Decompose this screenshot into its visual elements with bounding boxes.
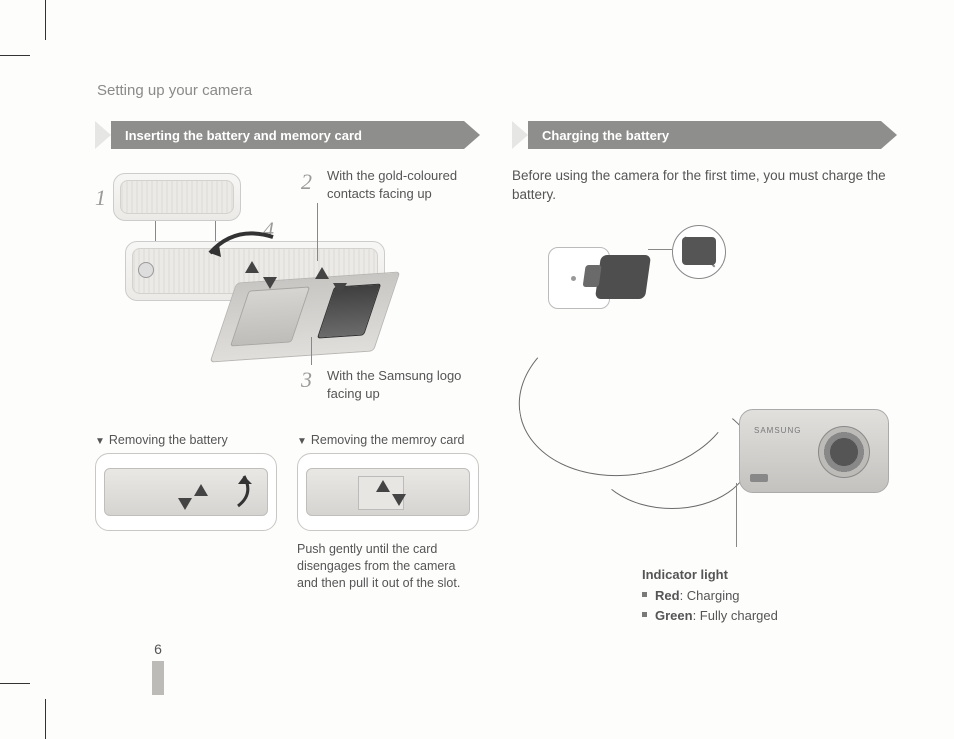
section-banner-insert: Inserting the battery and memory card xyxy=(95,121,480,149)
usb-port-icon xyxy=(750,474,768,482)
wall-adapter-icon xyxy=(595,255,651,299)
banner-arrow-icon xyxy=(881,121,897,149)
arrow-down-icon xyxy=(392,494,406,506)
arrow-up-icon xyxy=(315,267,329,279)
remove-card-label: Removing the memroy card xyxy=(311,433,465,447)
lead-line xyxy=(648,249,672,250)
indicator-title: Indicator light xyxy=(642,565,897,585)
arrow-down-icon xyxy=(263,277,277,289)
crop-mark xyxy=(0,683,30,684)
charging-intro: Before using the camera for the first ti… xyxy=(512,167,897,205)
indicator-row-green: Green: Fully charged xyxy=(642,606,897,626)
alt-plug-icon xyxy=(682,237,716,265)
indicator-green-label: Green xyxy=(655,608,693,623)
banner-tail-icon xyxy=(95,121,111,149)
indicator-row-red: Red: Charging xyxy=(642,586,897,606)
tripod-mount-icon xyxy=(138,262,154,278)
charging-figure: SAMSUNG xyxy=(512,219,897,519)
camera-lens-icon xyxy=(818,426,870,478)
insert-figure: 1 2 4 3 With the gold-coloured contacts … xyxy=(95,167,480,427)
banner-label: Charging the battery xyxy=(528,121,881,149)
remove-battery-block: ▼ Removing the battery xyxy=(95,433,277,592)
camera-brand: SAMSUNG xyxy=(754,426,801,435)
step-number-3: 3 xyxy=(301,367,312,393)
crop-mark xyxy=(45,699,46,739)
remove-battery-label: Removing the battery xyxy=(109,433,228,447)
left-column: Inserting the battery and memory card 1 … xyxy=(95,121,480,625)
indicator-red-text: : Charging xyxy=(680,588,740,603)
battery-door xyxy=(210,272,401,363)
indicator-red-label: Red xyxy=(655,588,680,603)
arrow-down-icon xyxy=(178,498,192,510)
eject-curve-icon xyxy=(234,472,262,512)
step2-callout: With the gold-coloured contacts facing u… xyxy=(327,167,467,202)
banner-arrow-icon xyxy=(464,121,480,149)
remove-card-block: ▼ Removing the memroy card Push gently un… xyxy=(297,433,479,592)
camera-front-icon: SAMSUNG xyxy=(739,409,889,493)
arrow-up-icon xyxy=(194,484,208,496)
manual-page: Setting up your camera Inserting the bat… xyxy=(95,82,915,625)
indicator-red: Red: Charging xyxy=(655,586,740,606)
right-column: Charging the battery Before using the ca… xyxy=(512,121,897,625)
lead-line xyxy=(736,483,737,547)
step-number-2: 2 xyxy=(301,169,312,195)
remove-battery-figure xyxy=(95,453,277,531)
lead-line xyxy=(155,221,156,241)
banner-tail-icon xyxy=(512,121,528,149)
usb-cable-icon xyxy=(592,399,752,509)
two-column-layout: Inserting the battery and memory card 1 … xyxy=(95,121,915,625)
lead-line xyxy=(317,203,318,261)
page-number: 6 xyxy=(148,641,168,657)
crop-mark xyxy=(0,55,30,56)
remove-card-caption: Push gently until the card disengages fr… xyxy=(297,541,479,592)
triangle-down-icon: ▼ xyxy=(297,436,307,447)
illus-detail xyxy=(120,180,234,214)
indicator-green-text: : Fully charged xyxy=(693,608,778,623)
remove-card-figure xyxy=(297,453,479,531)
banner-label: Inserting the battery and memory card xyxy=(111,121,464,149)
chapter-title: Setting up your camera xyxy=(97,82,915,99)
remove-card-title: ▼ Removing the memroy card xyxy=(297,433,479,447)
bullet-icon xyxy=(642,592,647,597)
step3-callout: With the Samsung logo facing up xyxy=(327,367,477,402)
outlet-hole xyxy=(571,276,576,281)
arrow-down-icon xyxy=(333,283,347,295)
indicator-green: Green: Fully charged xyxy=(655,606,778,626)
lead-line xyxy=(311,337,312,365)
arrow-up-icon xyxy=(376,480,390,492)
camera-bottom-small xyxy=(113,173,241,221)
page-number-tab: 6 xyxy=(148,641,168,695)
indicator-light-block: Indicator light Red: Charging Green: Ful… xyxy=(642,565,897,626)
triangle-down-icon: ▼ xyxy=(95,436,105,447)
bullet-icon xyxy=(642,612,647,617)
sd-card-icon xyxy=(317,284,382,339)
remove-battery-title: ▼ Removing the battery xyxy=(95,433,277,447)
crop-mark xyxy=(45,0,46,40)
section-banner-charge: Charging the battery xyxy=(512,121,897,149)
door-swing-arrow-icon xyxy=(205,223,285,263)
step-number-1: 1 xyxy=(95,185,106,211)
removing-row: ▼ Removing the battery ▼ Removing the memr… xyxy=(95,433,480,592)
battery-icon xyxy=(230,286,310,346)
page-tab-bar xyxy=(152,661,164,695)
